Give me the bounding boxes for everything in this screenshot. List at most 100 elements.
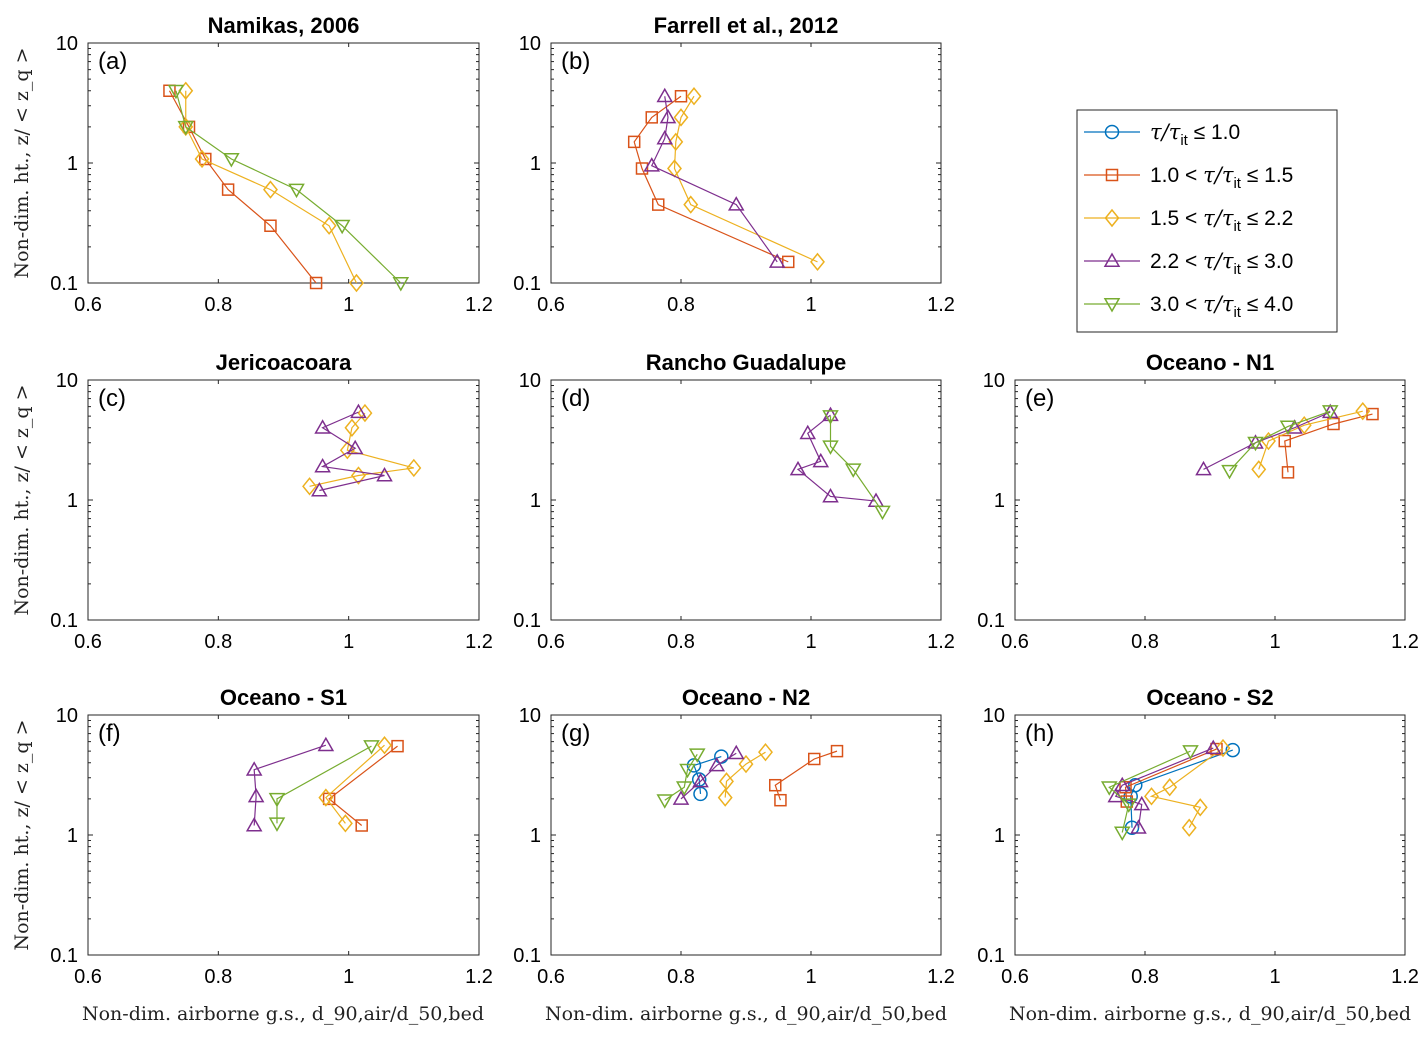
data-point [317,736,335,752]
y-tick-label: 0.1 [513,610,541,632]
data-point [1113,826,1131,841]
data-point [268,817,286,832]
data-point [263,180,278,199]
x-tick-label: 0.6 [537,631,565,653]
x-tick-label: 1.2 [927,631,955,653]
data-point [1120,798,1138,813]
x-tick-label: 0.8 [204,966,232,988]
y-tick-label: 0.1 [50,273,78,295]
data-point [1133,795,1151,811]
data-point [822,440,839,455]
data-point [355,819,368,832]
data-point [674,89,688,103]
data-point [1113,776,1131,792]
panel-label: (d) [561,385,590,412]
data-point [769,778,782,792]
series-1 [667,87,825,272]
series-line [276,745,372,824]
series-line [664,754,698,801]
data-point [245,816,263,832]
data-point [167,84,185,100]
x-tick-label: 1 [343,631,354,653]
y-tick-label: 1 [530,490,541,512]
chart-panel-4: 0.6 0.8 1 1.2 0.1 1 10 Oceano - N1 (e) [977,350,1419,653]
series-line [1229,410,1331,472]
data-point [659,108,677,124]
legend-swatch-marker [1103,252,1121,267]
legend-label: 1.5 < τ/τit ≤ 2.2 [1150,206,1293,235]
y-tick-label: 10 [56,33,78,55]
data-point [318,788,334,807]
x-tick-label: 0.6 [74,631,102,653]
series-line [328,745,398,826]
series-4 [656,748,706,809]
chart-title: Oceano - N2 [682,685,810,710]
series-2 [167,84,410,292]
x-tick-label: 0.8 [667,966,695,988]
data-point [1130,819,1147,834]
data-point [652,198,665,211]
data-point [1182,745,1199,760]
data-point [302,477,318,496]
legend-label: 3.0 < τ/τit ≤ 4.0 [1150,292,1293,321]
panel-label: (f) [98,720,121,747]
data-point [645,111,658,124]
data-point [406,458,422,478]
data-point [738,754,754,774]
data-point [314,458,331,473]
data-point [686,87,702,106]
x-tick-label: 1.2 [1391,631,1419,653]
data-point [656,794,674,809]
data-point [808,752,821,766]
data-point [311,481,328,497]
data-point [874,505,891,521]
x-tick-label: 0.8 [204,631,232,653]
data-point [810,252,825,272]
legend-box [1076,109,1338,333]
legend: τ/τit ≤ 1.0 1.0 < τ/τit ≤ 1.5 1.5 < τ/τit … [1076,109,1338,333]
chart-panel-6: 0.6 0.8 1 1.2 0.1 1 10 Oceano - N2 (g) [513,685,955,988]
chart-title: Jericoacoara [216,350,353,375]
plot-area [87,379,480,621]
chart-panel-1: 0.6 0.8 1 1.2 0.1 1 10 Farrell et al., 2012 (b) [513,13,955,316]
y-tick-label: 0.1 [513,273,541,295]
data-point [656,87,674,103]
x-axis-label: Non-dim. airborne g.s., d_90,air/d_50,be… [82,1003,484,1025]
data-point [1321,405,1339,420]
series-line [175,90,402,284]
data-point [688,748,706,763]
y-tick-label: 0.1 [50,945,78,967]
data-point [799,424,817,440]
data-point [349,273,364,293]
x-tick-label: 1 [805,966,816,988]
x-tick-label: 0.8 [204,294,232,316]
data-point [1181,818,1197,837]
data-point [782,255,795,269]
data-point [344,418,360,437]
series-line [829,416,883,512]
y-tick-label: 1 [67,825,78,847]
data-point [376,466,393,482]
y-tick-label: 0.1 [50,610,78,632]
legend-item-0: τ/τit ≤ 1.0 [1084,120,1240,149]
x-tick-label: 0.6 [537,294,565,316]
legend-swatch-marker [1105,168,1119,182]
chart-panel-5: 0.6 0.8 1 1.2 0.1 1 10 Oceano - S1 (f) [50,685,493,988]
data-point [309,276,323,290]
series-2 [245,736,335,832]
data-point [844,463,862,478]
data-point [1221,464,1238,480]
series-2 [1144,738,1231,837]
x-tick-label: 0.6 [537,966,565,988]
x-tick-label: 0.6 [74,966,102,988]
series-3 [268,740,380,832]
x-tick-label: 0.6 [1001,966,1029,988]
x-tick-label: 1.2 [465,294,493,316]
data-point [221,183,235,196]
data-point [337,814,353,833]
series-4 [1100,745,1199,841]
data-point [1279,420,1297,435]
y-tick-label: 1 [530,825,541,847]
chart-panel-7: 0.6 0.8 1 1.2 0.1 1 10 Oceano - S2 (h) [977,685,1419,988]
